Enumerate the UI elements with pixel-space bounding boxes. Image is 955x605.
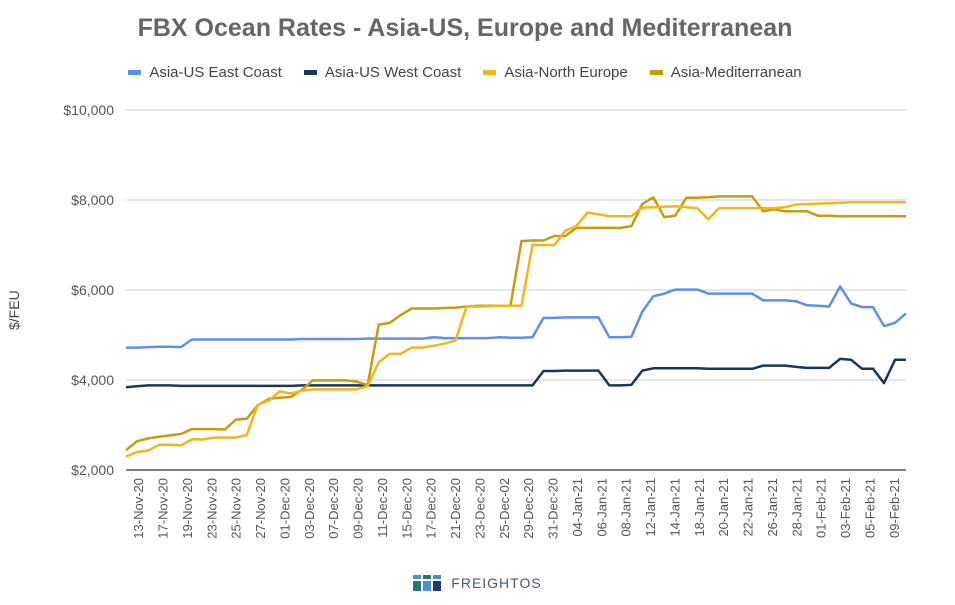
x-tick-label: 09-Feb-21	[887, 478, 902, 538]
x-tick-label: 22-Jan-21	[741, 478, 756, 537]
x-tick-label: 25-Nov-20	[229, 478, 244, 539]
legend-item-west[interactable]: Asia-US West Coast	[303, 64, 462, 81]
legend-label-north-europe: Asia-North Europe	[504, 64, 628, 81]
legend-item-mediterranean[interactable]: Asia-Mediterranean	[649, 64, 802, 81]
x-tick-label: 14-Jan-21	[667, 478, 682, 537]
legend-swatch-west	[303, 70, 317, 75]
x-tick-label: 13-Nov-20	[131, 478, 146, 539]
x-tick-label: 03-Feb-21	[838, 478, 853, 538]
legend-item-north-europe[interactable]: Asia-North Europe	[483, 64, 628, 81]
x-tick-label: 28-Jan-21	[789, 478, 804, 537]
series-line-asia-north-europe	[125, 201, 906, 458]
x-tick-label: 06-Jan-21	[594, 478, 609, 537]
legend-label-west: Asia-US West Coast	[324, 64, 462, 81]
x-tick-label: 23-Nov-20	[204, 478, 219, 539]
x-tick-label: 31-Dec-20	[546, 478, 561, 539]
x-tick-label: 19-Nov-20	[180, 478, 195, 539]
gridlines	[126, 109, 906, 471]
x-tick-label: 01-Dec-20	[277, 478, 292, 539]
brand-name: FREIGHTOS	[451, 575, 542, 591]
y-tick-label: $4,000	[71, 372, 114, 388]
x-tick-label: 21-Dec-20	[448, 478, 463, 539]
x-tick-label: 08-Jan-21	[619, 478, 634, 537]
series-lines	[125, 195, 907, 458]
x-tick-label: 04-Jan-21	[570, 478, 585, 537]
x-tick-label: 17-Dec-20	[424, 478, 439, 539]
x-tick-label: 01-Feb-21	[814, 478, 829, 538]
y-tick-label: $6,000	[71, 282, 114, 298]
freightos-logo-icon	[413, 575, 442, 591]
x-tick-label: 20-Jan-21	[716, 478, 731, 537]
x-tick-label: 07-Dec-20	[326, 478, 341, 539]
legend-swatch-east	[128, 70, 142, 75]
legend-swatch-north-europe	[483, 70, 497, 75]
y-tick-label: $2,000	[71, 462, 114, 478]
legend-item-east[interactable]: Asia-US East Coast	[128, 64, 282, 81]
x-tick-label: 26-Jan-21	[765, 478, 780, 537]
x-tick-label: 09-Dec-20	[351, 478, 366, 539]
x-tick-label: 11-Dec-20	[375, 478, 390, 538]
footer: FREIGHTOS	[0, 575, 955, 591]
x-tick-label: 12-Jan-21	[643, 478, 658, 537]
legend: Asia-US East Coast Asia-US West Coast As…	[0, 64, 930, 81]
x-tick-label: 25-Dec-02	[497, 478, 512, 539]
x-tick-label: 18-Jan-21	[692, 478, 707, 537]
x-tick-label: 23-Dec-20	[472, 478, 487, 539]
y-tick-label: $8,000	[71, 192, 114, 208]
y-tick-label: $10,000	[63, 102, 114, 118]
series-line-asia-mediterranean	[125, 195, 906, 452]
x-tick-label: 17-Nov-20	[156, 478, 171, 539]
legend-label-mediterranean: Asia-Mediterranean	[670, 64, 802, 81]
x-tick-label: 05-Feb-21	[862, 478, 877, 538]
x-tick-label: 29-Dec-20	[521, 478, 536, 539]
line-chart: $2,000 $4,000 $6,000 $8,000 $10,000 13-Nov-2…	[63, 102, 907, 539]
x-tick-label: 27-Nov-20	[253, 478, 268, 539]
x-tick-label: 03-Dec-20	[302, 478, 317, 539]
x-tick-labels: 13-Nov-20 17-Nov-20 19-Nov-20 23-Nov-20 25-N…	[131, 478, 902, 539]
series-line-asia-us-east-coast	[126, 285, 907, 349]
x-tick-label: 15-Dec-20	[399, 478, 414, 539]
series-line-asia-us-west-coast	[125, 357, 906, 389]
legend-swatch-mediterranean	[649, 70, 663, 75]
chart-title: FBX Ocean Rates - Asia-US, Europe and Me…	[137, 14, 793, 42]
legend-label-east: Asia-US East Coast	[149, 64, 282, 81]
y-tick-labels: $2,000 $4,000 $6,000 $8,000 $10,000	[63, 102, 114, 478]
